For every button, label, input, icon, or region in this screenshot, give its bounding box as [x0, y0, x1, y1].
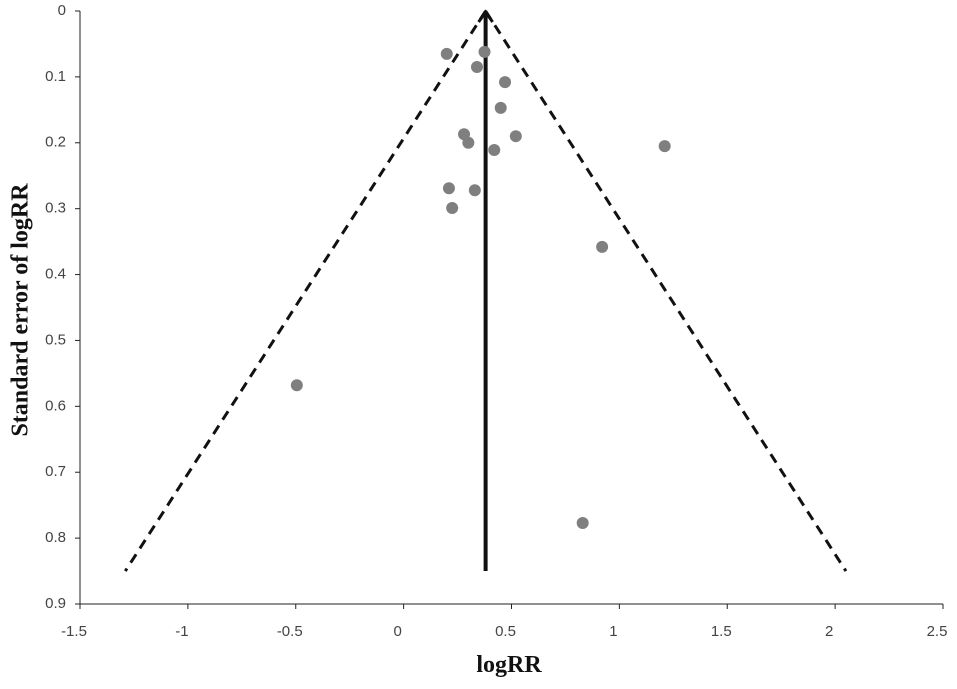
data-point [596, 240, 609, 253]
x-tick-label: 1.5 [711, 623, 732, 640]
y-axis-title: Standard error of logRR [8, 183, 34, 437]
data-point [494, 101, 507, 114]
data-point [462, 136, 475, 149]
x-tick-label: 2 [825, 623, 833, 640]
x-axis-title: logRR [476, 652, 542, 678]
x-tick-label: -1.5 [61, 623, 87, 640]
data-point [488, 144, 501, 157]
data-point [470, 61, 483, 74]
data-point [446, 202, 459, 215]
funnel-right [484, 10, 848, 572]
funnel-left [124, 10, 487, 572]
data-point [468, 184, 481, 197]
y-tick-label: 0.1 [45, 68, 66, 85]
pooled-arrowhead [477, 9, 494, 23]
x-tick-label: -1 [175, 623, 188, 640]
data-point [576, 516, 589, 529]
y-tick-label: 0.7 [45, 463, 66, 480]
y-tick-label: 0.3 [45, 200, 66, 217]
y-tick-label: 0.4 [45, 266, 66, 283]
data-point [442, 182, 455, 195]
data-point [478, 45, 491, 58]
y-tick-label: 0.8 [45, 529, 66, 546]
y-tick-label: 0.6 [45, 397, 66, 414]
x-tick-label: 0.5 [495, 623, 516, 640]
y-tick-label: 0.9 [45, 595, 66, 612]
y-tick-label: 0 [58, 2, 66, 19]
data-point [499, 76, 512, 89]
y-tick-label: 0.2 [45, 134, 66, 151]
x-tick-label: 2.5 [927, 623, 948, 640]
x-tick-label: -0.5 [277, 623, 303, 640]
data-point [509, 130, 522, 143]
x-tick-label: 1 [609, 623, 617, 640]
x-tick-label: 0 [393, 623, 401, 640]
y-tick-label: 0.5 [45, 331, 66, 348]
data-point [290, 379, 303, 392]
data-point [658, 140, 671, 153]
data-point [440, 47, 453, 60]
